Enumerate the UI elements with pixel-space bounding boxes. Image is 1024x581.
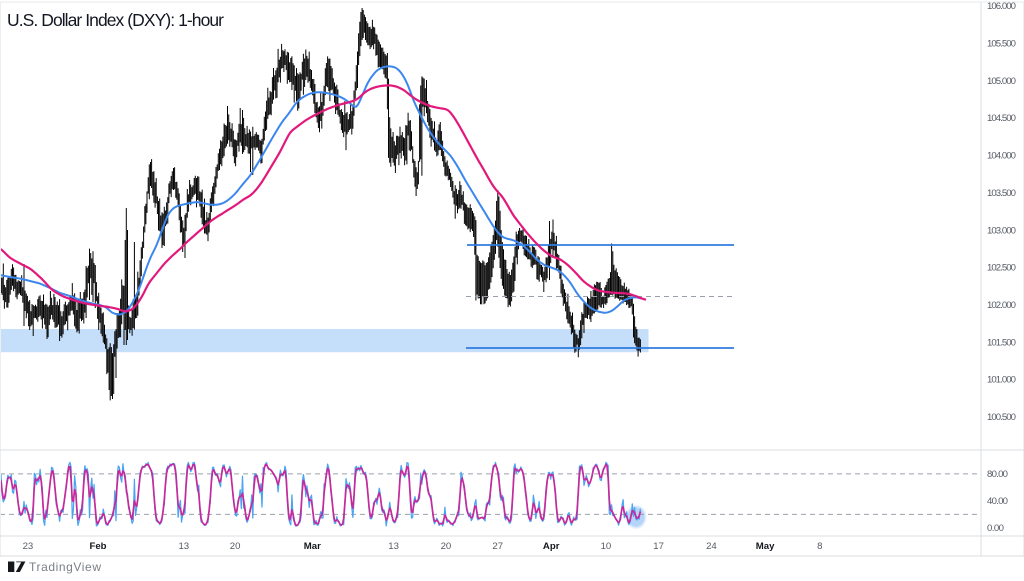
svg-text:13: 13: [388, 541, 399, 552]
svg-text:101.000: 101.000: [987, 375, 1016, 386]
svg-text:106.000: 106.000: [987, 1, 1016, 12]
svg-text:100.500: 100.500: [987, 412, 1016, 423]
svg-text:105.000: 105.000: [987, 76, 1016, 87]
svg-text:13: 13: [178, 541, 189, 552]
svg-text:103.500: 103.500: [987, 188, 1016, 199]
svg-text:27: 27: [492, 541, 503, 552]
svg-text:17: 17: [653, 541, 664, 552]
svg-text:20: 20: [230, 541, 241, 552]
svg-text:40.00: 40.00: [987, 496, 1008, 507]
svg-text:8: 8: [817, 541, 822, 552]
svg-text:102.500: 102.500: [987, 263, 1016, 274]
svg-text:103.000: 103.000: [987, 225, 1016, 236]
svg-text:0.00: 0.00: [987, 523, 1004, 534]
svg-text:20: 20: [441, 541, 452, 552]
svg-text:U.S. Dollar Index (DXY): 1-hou: U.S. Dollar Index (DXY): 1-hour: [7, 10, 224, 30]
svg-text:104.000: 104.000: [987, 151, 1016, 162]
svg-text:80.00: 80.00: [987, 469, 1008, 480]
svg-text:104.500: 104.500: [987, 113, 1016, 124]
svg-text:101.500: 101.500: [987, 337, 1016, 348]
svg-text:10: 10: [601, 541, 612, 552]
svg-text:24: 24: [706, 541, 717, 552]
svg-text:TradingView: TradingView: [29, 560, 101, 574]
svg-text:May: May: [756, 541, 775, 552]
svg-text:Mar: Mar: [304, 541, 321, 552]
svg-text:102.000: 102.000: [987, 300, 1016, 311]
svg-text:105.500: 105.500: [987, 39, 1016, 50]
svg-text:23: 23: [23, 541, 34, 552]
svg-text:Feb: Feb: [89, 541, 106, 552]
svg-text:Apr: Apr: [543, 541, 560, 552]
